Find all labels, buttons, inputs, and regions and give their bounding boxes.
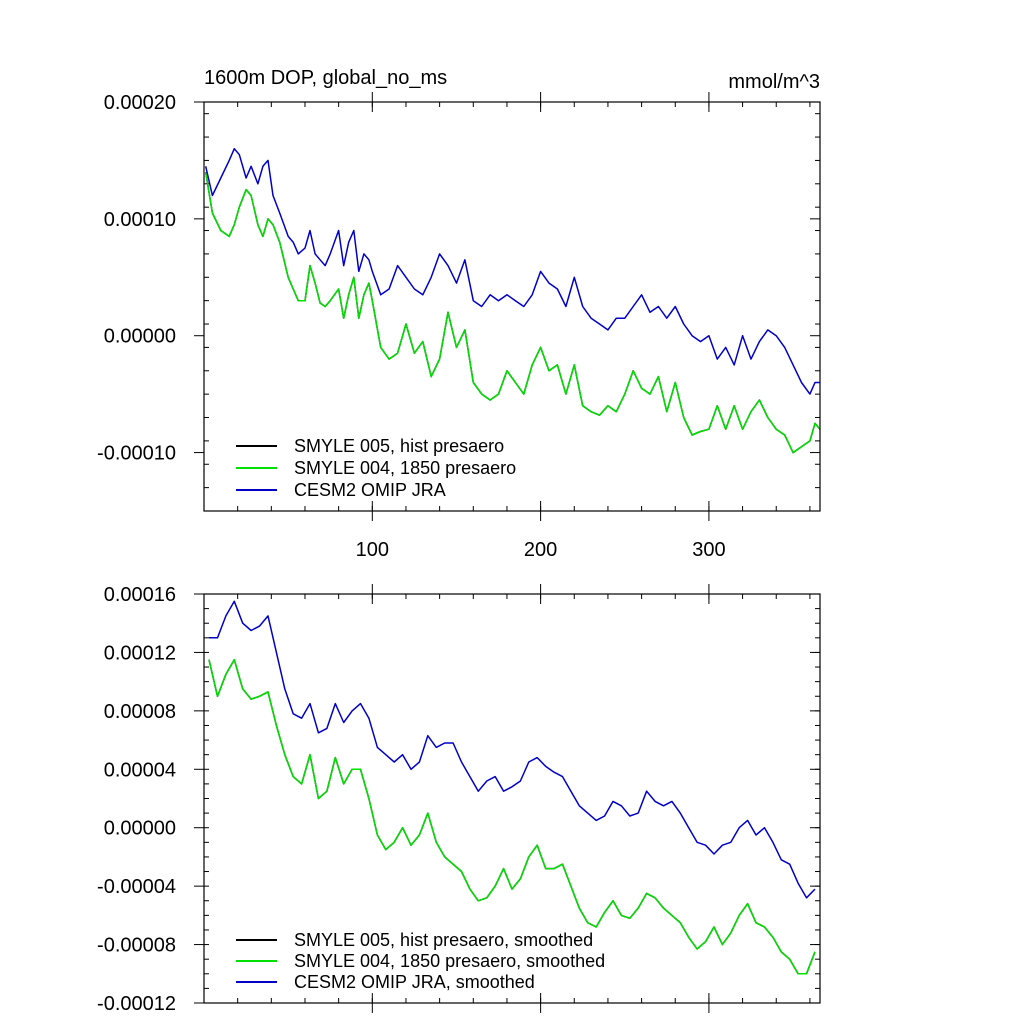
top-chart-ticks [194,92,820,521]
series-line [204,171,821,454]
series-line [204,147,820,395]
y-tick-label: 0.00016 [104,584,176,606]
y-tick-label: -0.00004 [97,876,176,898]
top-chart-y-tick-labels: 0.00020 0.00010 0.00000 -0.00010 [97,92,176,465]
top-chart-frame [203,101,821,512]
y-tick-label: 0.00010 [104,209,176,231]
x-tick-label: 100 [356,539,389,561]
bottom-chart-panel: 0.00016 0.00012 0.00008 0.00004 0.00000 -0.00… [97,584,821,1015]
bottom-chart-legend: SMYLE 005, hist presaero, smoothedSMYLE … [236,930,605,992]
y-tick-label: -0.00008 [97,935,176,957]
y-tick-label: -0.00010 [97,443,176,465]
legend-label: CESM2 OMIP JRA [294,480,446,500]
x-tick-label: 300 [692,539,725,561]
chart-units: mmol/m^3 [728,71,820,93]
series-line [204,171,821,454]
top-chart-series [204,147,821,454]
y-tick-label: 0.00000 [104,326,176,348]
bottom-chart-series [208,600,816,975]
y-tick-label: 0.00004 [104,759,176,781]
legend-label: SMYLE 004, 1850 presaero, smoothed [294,951,605,971]
series-line [209,600,816,899]
bottom-chart-y-tick-labels: 0.00016 0.00012 0.00008 0.00004 0.00000 -0.00… [97,584,176,1015]
legend-label: CESM2 OMIP JRA, smoothed [294,972,535,992]
x-tick-label: 200 [524,539,557,561]
y-tick-label: 0.00020 [104,92,176,114]
chart-title: 1600m DOP, global_no_ms [204,67,447,89]
legend-label: SMYLE 004, 1850 presaero [294,458,516,478]
series-line [208,658,816,975]
y-tick-label: 0.00012 [104,642,176,664]
y-tick-label: 0.00008 [104,701,176,723]
series-line [208,658,816,975]
top-chart-x-tick-labels: 100 200 300 [356,539,726,561]
y-tick-label: 0.00000 [104,818,176,840]
legend-label: SMYLE 005, hist presaero [294,436,504,456]
y-tick-label: -0.00012 [97,993,176,1015]
bottom-chart-frame [203,593,821,1004]
legend-label: SMYLE 005, hist presaero, smoothed [294,930,593,950]
top-chart-panel: 1600m DOP, global_no_ms mmol/m^3 0.00020… [97,67,821,561]
